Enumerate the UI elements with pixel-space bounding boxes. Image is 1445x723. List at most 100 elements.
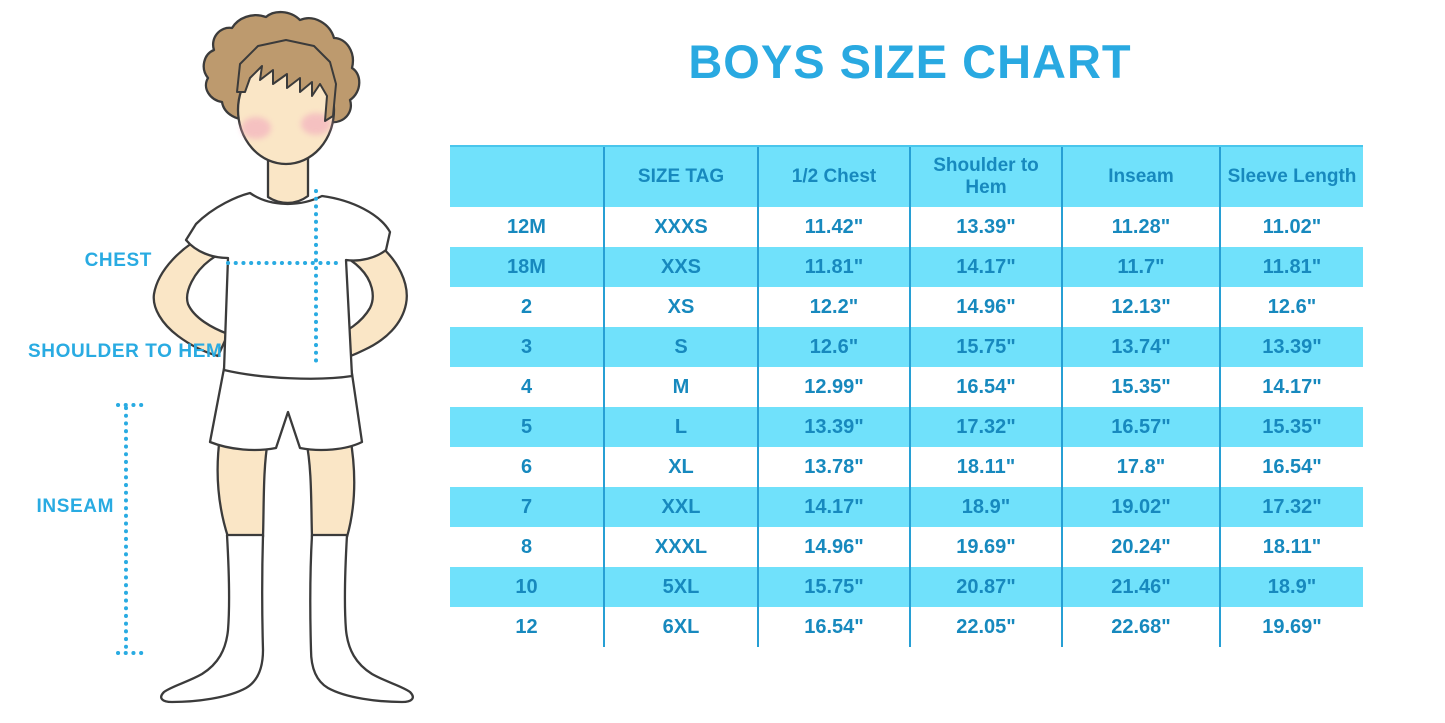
- table-row: 6 XL 13.78" 18.11" 17.8" 16.54": [450, 447, 1363, 487]
- size-cell: 4: [520, 375, 533, 398]
- column-header: Inseam: [1061, 145, 1220, 207]
- size-cell: 10: [450, 567, 604, 607]
- measurement-cell: 22.05": [909, 607, 1062, 647]
- blush-right: [301, 113, 331, 135]
- measurement-cell: 17.8": [1061, 447, 1220, 487]
- measurement-cell: 13.78": [757, 447, 910, 487]
- measurement-cell: 5XL: [603, 567, 758, 607]
- measurement-cell: 14.96": [757, 527, 910, 567]
- column-header: Sleeve Length: [1219, 145, 1363, 207]
- left-leg: [216, 434, 270, 539]
- measurement-cell: 18.9": [909, 487, 1062, 527]
- measurement-cell: 16.54": [909, 367, 1062, 407]
- measurement-cell: XXXS: [603, 207, 758, 247]
- column-header: 1/2 Chest: [757, 145, 910, 207]
- measurement-cell: 12.6": [1219, 287, 1363, 327]
- table-row: 5 L 13.39" 17.32" 16.57" 15.35": [450, 407, 1363, 447]
- measurement-cell: XL: [603, 447, 758, 487]
- column-header: SIZE TAG: [603, 145, 758, 207]
- measurement-cell: L: [603, 407, 758, 447]
- measurement-cell: 11.28": [1061, 207, 1220, 247]
- table-row: 3 S 12.6" 15.75" 13.74" 13.39": [450, 327, 1363, 367]
- left-sock: [160, 533, 265, 704]
- measurement-cell: 16.57": [1061, 407, 1220, 447]
- measurement-cell: XXS: [603, 247, 758, 287]
- size-cell: 6: [520, 455, 533, 478]
- column-header: [450, 145, 604, 207]
- table-row: 10 5XL 15.75" 20.87" 21.46" 18.9": [450, 567, 1363, 607]
- measurement-cell: 17.32": [909, 407, 1062, 447]
- size-table: SIZE TAG 1/2 Chest Shoulder to Hem Inseam Sl…: [450, 145, 1363, 647]
- inseam-label: INSEAM: [36, 496, 114, 517]
- size-cell: 12M: [507, 215, 546, 238]
- measurement-cell: 21.46": [1061, 567, 1220, 607]
- table-row: 12M XXXS 11.42" 13.39" 11.28" 11.02": [450, 207, 1363, 247]
- measurement-cell: 13.74": [1061, 327, 1220, 367]
- measurement-cell: 18.9": [1219, 567, 1363, 607]
- measurement-cell: 14.17": [1219, 367, 1363, 407]
- measurement-cell: 11.7": [1061, 247, 1220, 287]
- measurement-cell: 12.2": [757, 287, 910, 327]
- chest-label: CHEST: [84, 250, 152, 271]
- measurement-cell: 18.11": [909, 447, 1062, 487]
- header-row: SIZE TAG 1/2 Chest Shoulder to Hem Inseam Sl…: [450, 145, 1363, 207]
- measurement-cell: XXXL: [603, 527, 758, 567]
- size-cell: 18M: [450, 247, 604, 287]
- measurement-cell: 19.69": [1219, 607, 1363, 647]
- size-cell: 7: [450, 487, 604, 527]
- size-cell: 8: [520, 535, 533, 558]
- measurement-cell: 11.81": [757, 247, 910, 287]
- measurement-cell: 16.54": [1219, 447, 1363, 487]
- measurement-cell: 14.17": [909, 247, 1062, 287]
- measurement-cell: 11.42": [757, 207, 910, 247]
- size-cell: 2: [520, 295, 533, 318]
- right-sock: [309, 533, 414, 704]
- measurement-cell: S: [603, 327, 758, 367]
- table-row: 7 XXL 14.17" 18.9" 19.02" 17.32": [450, 487, 1363, 527]
- table-row: 4 M 12.99" 16.54" 15.35" 14.17": [450, 367, 1363, 407]
- measurement-cell: XXL: [603, 487, 758, 527]
- measurement-cell: 18.11": [1219, 527, 1363, 567]
- size-cell: 12: [515, 615, 538, 638]
- column-header: Shoulder to Hem: [909, 145, 1062, 207]
- shoulder-to-hem-label: SHOULDER TO HEM: [28, 341, 223, 362]
- measurement-cell: 15.75": [909, 327, 1062, 367]
- table-row: 18M XXS 11.81" 14.17" 11.7" 11.81": [450, 247, 1363, 287]
- measurement-cell: 15.35": [1219, 407, 1363, 447]
- measurement-cell: 15.35": [1061, 367, 1220, 407]
- measurement-cell: 12.99": [757, 367, 910, 407]
- measurement-cell: 20.87": [909, 567, 1062, 607]
- size-cell: 5: [450, 407, 604, 447]
- table-row: 12 6XL 16.54" 22.05" 22.68" 19.69": [450, 607, 1363, 647]
- tshirt: [184, 191, 392, 380]
- boy-figure-illustration: [116, 10, 414, 704]
- measurement-cell: M: [603, 367, 758, 407]
- measurement-cell: 22.68": [1061, 607, 1220, 647]
- measurement-cell: 14.17": [757, 487, 910, 527]
- measurement-cell: 13.39": [757, 407, 910, 447]
- measurement-cell: 12.13": [1061, 287, 1220, 327]
- measurement-cell: 6XL: [603, 607, 758, 647]
- measurement-cell: 14.96": [909, 287, 1062, 327]
- page-title: BOYS SIZE CHART: [688, 35, 1132, 88]
- measurement-cell: 13.39": [1219, 327, 1363, 367]
- measurement-cell: 15.75": [757, 567, 910, 607]
- table-row: 2 XS 12.2" 14.96" 12.13" 12.6": [450, 287, 1363, 327]
- hair-fringe-icon: [236, 39, 337, 122]
- blush-left: [241, 117, 271, 139]
- table-row: 8 XXXL 14.96" 19.69" 20.24" 18.11": [450, 527, 1363, 567]
- left-arm: [152, 232, 234, 358]
- measurement-cell: 11.02": [1219, 207, 1363, 247]
- measurement-cell: 12.6": [757, 327, 910, 367]
- measurement-cell: 20.24": [1061, 527, 1220, 567]
- size-cell: 3: [450, 327, 604, 367]
- measurement-cell: 17.32": [1219, 487, 1363, 527]
- measurement-cell: 19.02": [1061, 487, 1220, 527]
- measurement-cell: 13.39": [909, 207, 1062, 247]
- measurement-cell: 11.81": [1219, 247, 1363, 287]
- measurement-cell: 16.54": [757, 607, 910, 647]
- measurement-cell: XS: [603, 287, 758, 327]
- right-leg: [304, 434, 356, 539]
- measurement-cell: 19.69": [909, 527, 1062, 567]
